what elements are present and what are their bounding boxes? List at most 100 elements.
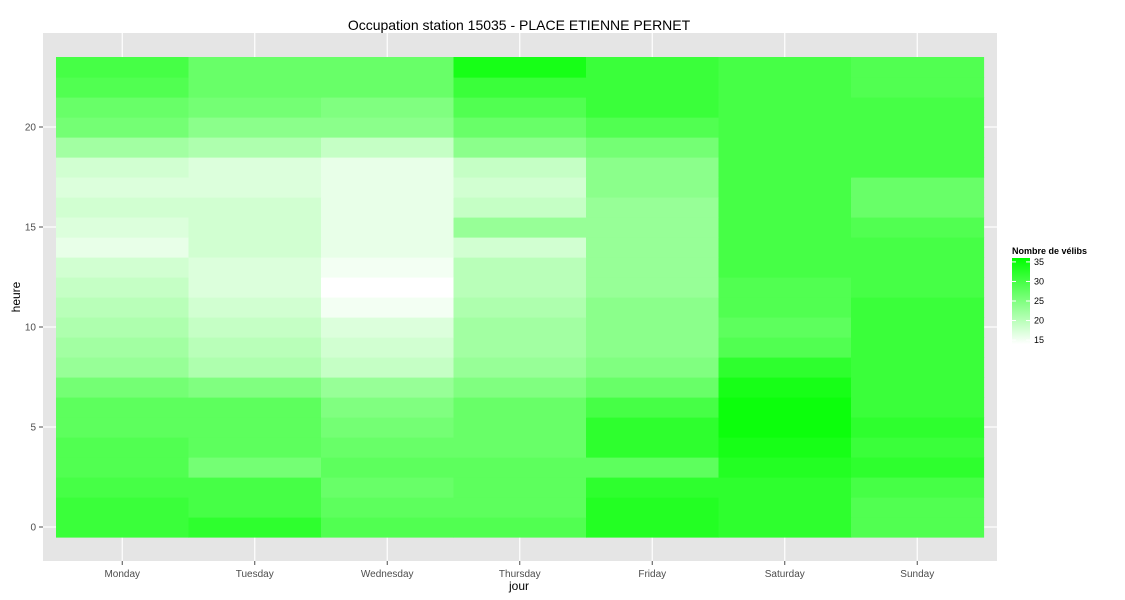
- heatmap-tile: [453, 417, 587, 438]
- heatmap-tile: [188, 57, 322, 78]
- heatmap-tile: [453, 357, 587, 378]
- heatmap-tile: [453, 477, 587, 498]
- heatmap-tile: [851, 277, 985, 298]
- heatmap-tile: [718, 477, 852, 498]
- heatmap-tile: [851, 317, 985, 338]
- heatmap-tile: [321, 157, 455, 178]
- heatmap-tile: [321, 217, 455, 238]
- x-tick-label: Saturday: [765, 569, 805, 580]
- heatmap-tile: [56, 377, 190, 398]
- heatmap-tile: [851, 57, 985, 78]
- heatmap-tile: [321, 317, 455, 338]
- heatmap-tile: [188, 397, 322, 418]
- heatmap-tile: [851, 197, 985, 218]
- heatmap-tile: [586, 477, 720, 498]
- heatmap-tile: [188, 317, 322, 338]
- heatmap-tile: [453, 337, 587, 358]
- heatmap-tile: [718, 497, 852, 518]
- heatmap-tile: [56, 77, 190, 98]
- heatmap-tile: [718, 257, 852, 278]
- heatmap-tile: [586, 77, 720, 98]
- heatmap-tile: [851, 237, 985, 258]
- heatmap-tiles: [56, 57, 985, 538]
- heatmap-tile: [718, 157, 852, 178]
- legend-tick-label: 15: [1034, 335, 1044, 345]
- heatmap-tile: [851, 217, 985, 238]
- heatmap-tile: [851, 517, 985, 538]
- y-tick-label: 15: [25, 223, 37, 234]
- heatmap-tile: [851, 397, 985, 418]
- heatmap-tile: [188, 357, 322, 378]
- heatmap-tile: [718, 297, 852, 318]
- heatmap-tile: [56, 477, 190, 498]
- heatmap-tile: [586, 517, 720, 538]
- heatmap-tile: [321, 497, 455, 518]
- heatmap-tile: [321, 137, 455, 158]
- heatmap-tile: [321, 237, 455, 258]
- heatmap-tile: [453, 397, 587, 418]
- legend-tick-label: 30: [1034, 276, 1044, 286]
- heatmap-tile: [586, 197, 720, 218]
- heatmap-tile: [453, 317, 587, 338]
- heatmap-tile: [718, 357, 852, 378]
- heatmap-tile: [851, 177, 985, 198]
- heatmap-tile: [586, 377, 720, 398]
- heatmap-tile: [56, 357, 190, 378]
- heatmap-tile: [851, 497, 985, 518]
- heatmap-tile: [56, 437, 190, 458]
- y-tick-label: 20: [25, 123, 37, 134]
- heatmap-tile: [851, 357, 985, 378]
- heatmap-tile: [718, 77, 852, 98]
- heatmap-tile: [56, 117, 190, 138]
- heatmap-tile: [56, 397, 190, 418]
- heatmap-tile: [453, 137, 587, 158]
- x-tick-label: Monday: [104, 569, 140, 580]
- heatmap-tile: [586, 417, 720, 438]
- heatmap-tile: [718, 137, 852, 158]
- heatmap-tile: [851, 417, 985, 438]
- heatmap-tile: [453, 457, 587, 478]
- heatmap-tile: [321, 357, 455, 378]
- heatmap-tile: [188, 77, 322, 98]
- heatmap-tile: [188, 217, 322, 238]
- heatmap-tile: [321, 437, 455, 458]
- y-axis-title: heure: [9, 281, 23, 312]
- heatmap-tile: [851, 337, 985, 358]
- heatmap-tile: [586, 357, 720, 378]
- heatmap-tile: [453, 97, 587, 118]
- x-axis-title: jour: [508, 579, 529, 593]
- x-tick-label: Wednesday: [361, 569, 414, 580]
- heatmap-tile: [321, 417, 455, 438]
- heatmap-tile: [56, 517, 190, 538]
- heatmap-tile: [188, 497, 322, 518]
- heatmap-tile: [188, 197, 322, 218]
- heatmap-tile: [851, 297, 985, 318]
- heatmap-tile: [718, 177, 852, 198]
- heatmap-tile: [586, 137, 720, 158]
- heatmap-tile: [453, 237, 587, 258]
- heatmap-tile: [851, 477, 985, 498]
- heatmap-tile: [453, 497, 587, 518]
- heatmap-tile: [188, 517, 322, 538]
- heatmap-tile: [188, 177, 322, 198]
- heatmap-tile: [321, 77, 455, 98]
- heatmap-tile: [718, 417, 852, 438]
- heatmap-tile: [188, 157, 322, 178]
- heatmap-tile: [586, 177, 720, 198]
- heatmap-tile: [321, 477, 455, 498]
- heatmap-tile: [851, 97, 985, 118]
- heatmap-tile: [56, 417, 190, 438]
- heatmap-tile: [321, 337, 455, 358]
- heatmap-tile: [453, 297, 587, 318]
- heatmap-tile: [321, 57, 455, 78]
- heatmap-tile: [586, 217, 720, 238]
- legend-tick-label: 20: [1034, 316, 1044, 326]
- heatmap-tile: [188, 297, 322, 318]
- heatmap-tile: [321, 517, 455, 538]
- heatmap-tile: [718, 237, 852, 258]
- x-tick-label: Friday: [638, 569, 666, 580]
- heatmap-tile: [718, 317, 852, 338]
- heatmap-tile: [321, 457, 455, 478]
- heatmap-tile: [586, 457, 720, 478]
